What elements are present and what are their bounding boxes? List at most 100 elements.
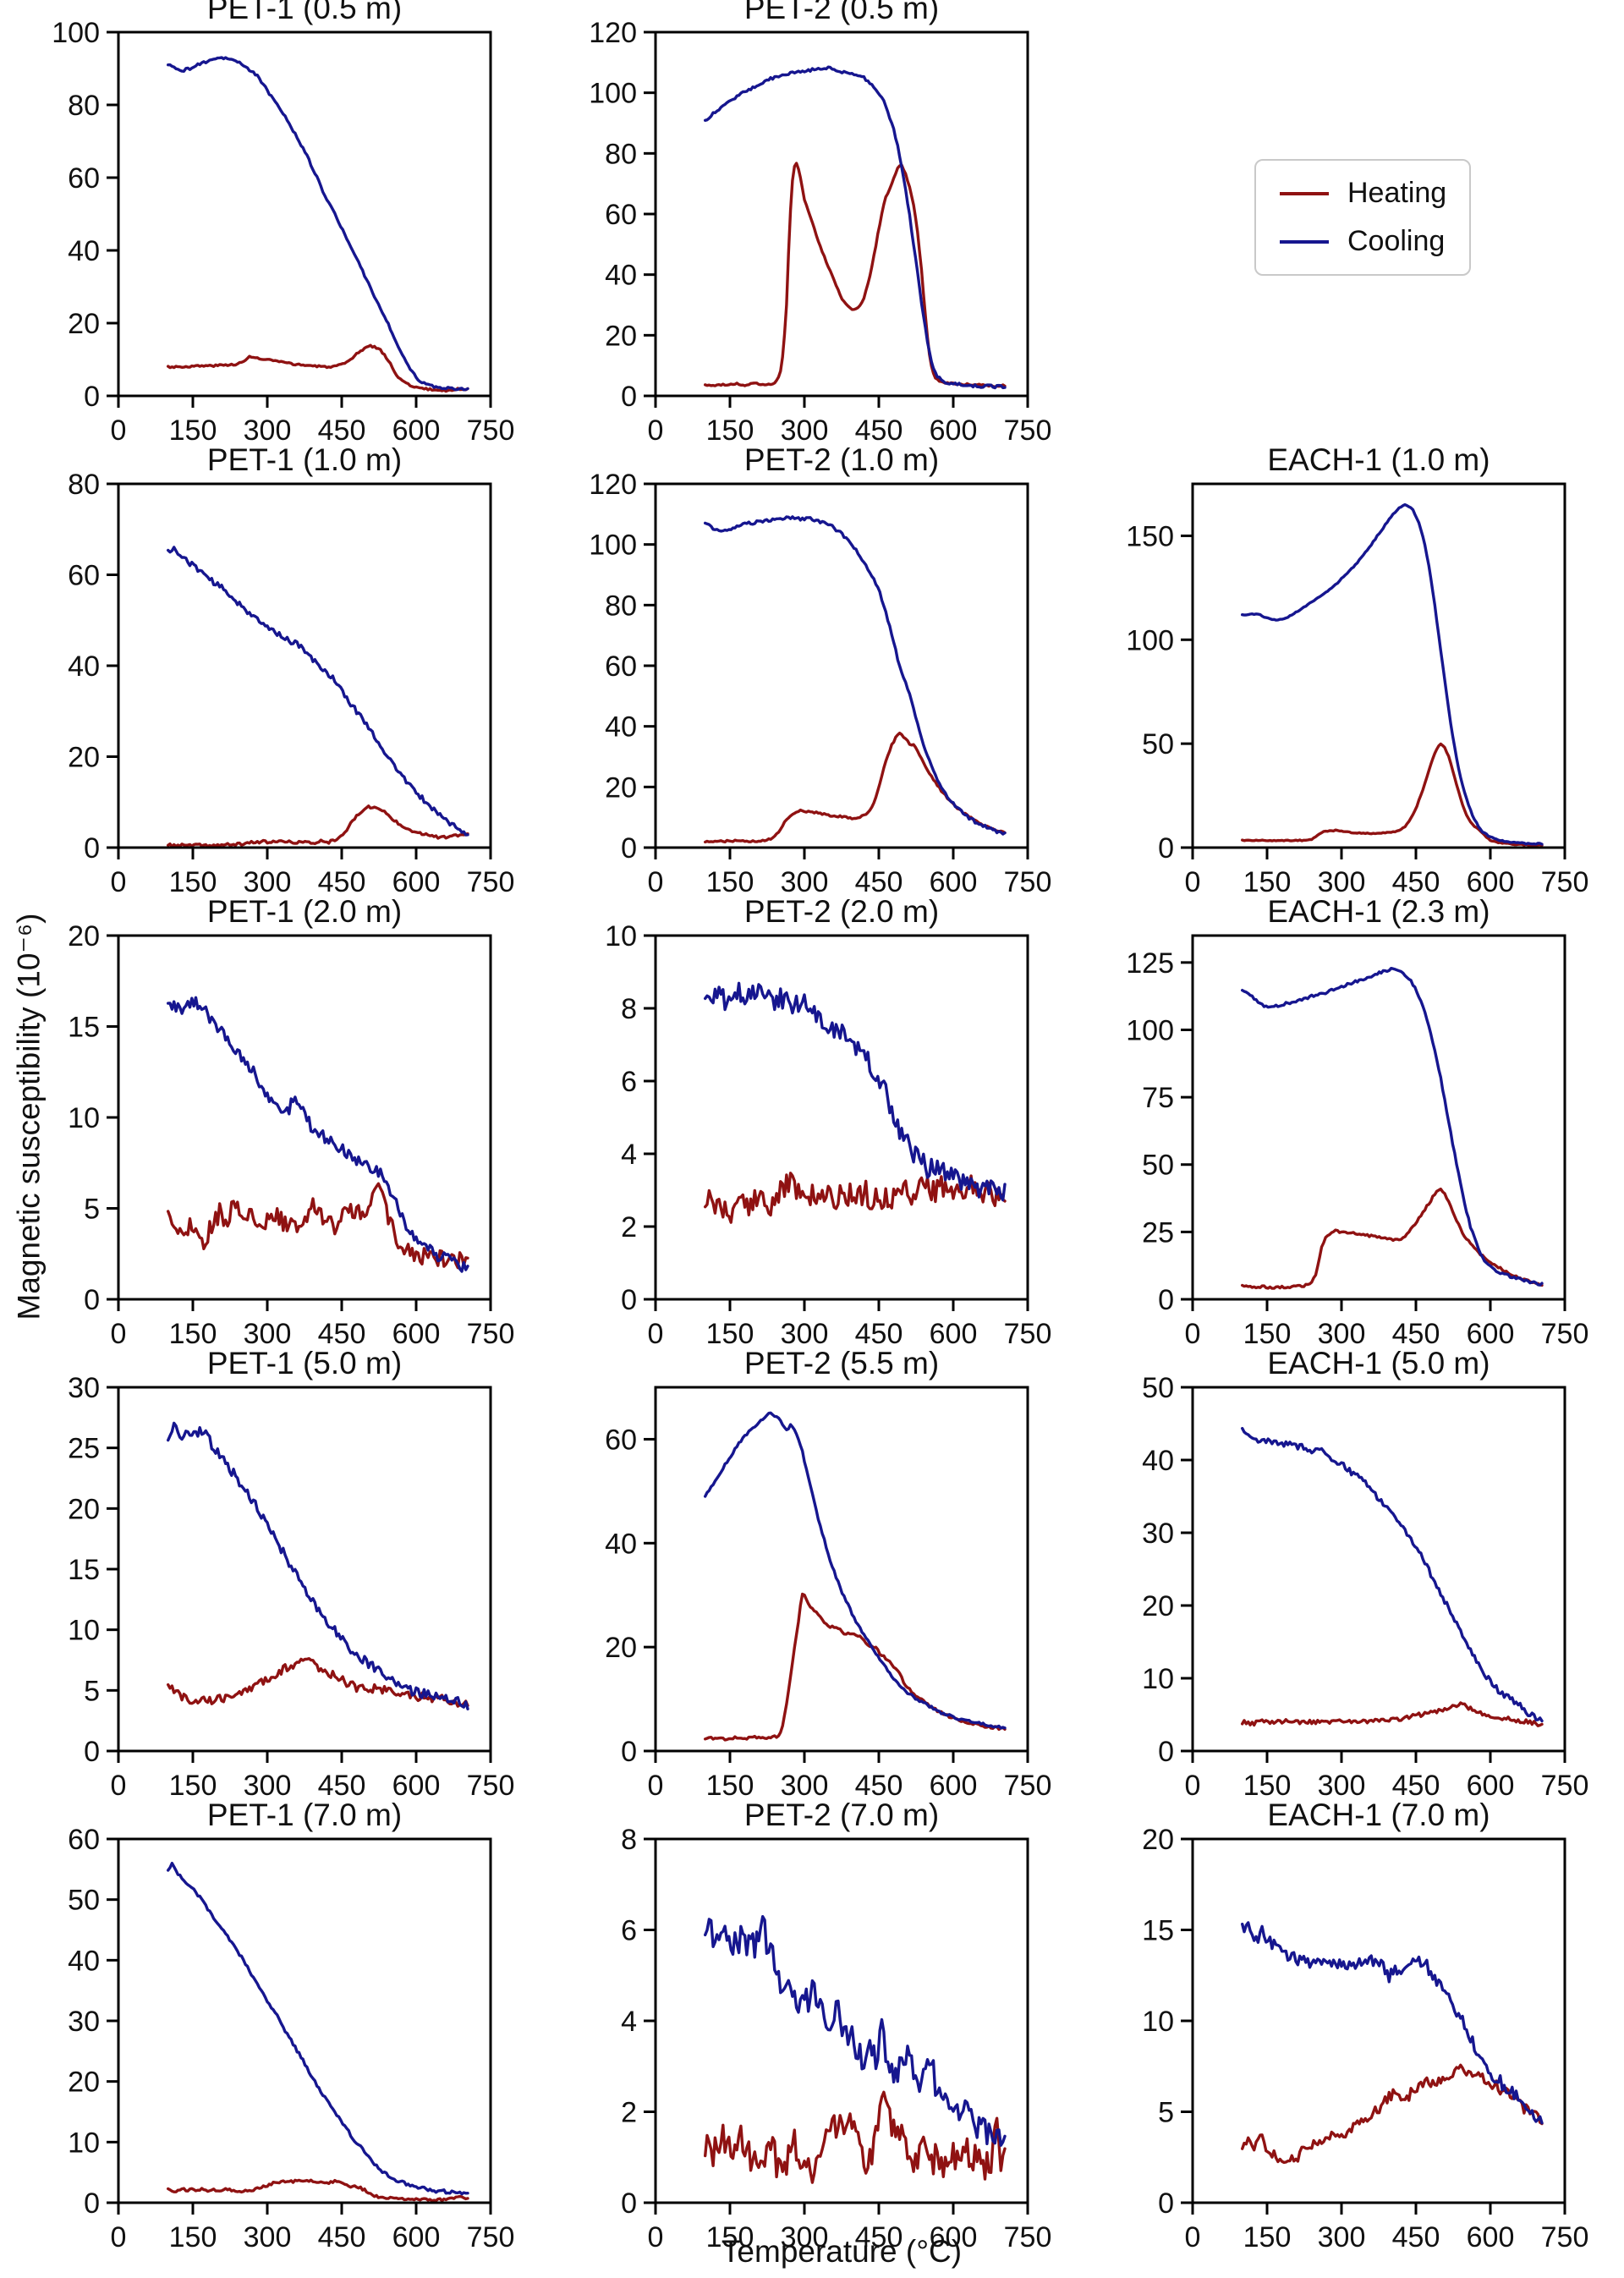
y-tick-label: 20 — [605, 771, 637, 804]
y-tick-label: 150 — [1126, 520, 1174, 552]
subplot-title: EACH-1 (1.0 m) — [1267, 442, 1490, 477]
x-tick-label: 750 — [467, 866, 515, 898]
x-tick-label: 600 — [1467, 2221, 1515, 2253]
axes-box — [654, 30, 1029, 398]
x-tick-label: 0 — [648, 2221, 664, 2253]
axes-box — [117, 1837, 492, 2204]
subplot-title: PET-2 (2.0 m) — [744, 894, 939, 929]
x-tick-label: 0 — [648, 866, 664, 898]
y-tick-label: 0 — [621, 832, 637, 865]
x-tick-label: 150 — [706, 414, 754, 447]
x-tick-label: 150 — [1243, 1770, 1292, 1802]
y-tick-label: 75 — [1142, 1082, 1174, 1114]
subplot-pet-1-7-0-m: PET-1 (7.0 m) 0 150 300 450 600 750 0 10 20 30 40 50… — [68, 1798, 514, 2253]
x-tick-label: 750 — [467, 2221, 515, 2253]
x-tick-label: 300 — [1318, 866, 1366, 898]
x-tick-label: 150 — [706, 1318, 754, 1350]
y-tick-label: 80 — [605, 590, 637, 622]
x-tick-label: 300 — [781, 866, 829, 898]
axes-box — [1191, 934, 1566, 1301]
y-tick-label: 5 — [84, 1675, 100, 1707]
x-tick-label: 600 — [930, 1318, 978, 1350]
y-tick-label: 40 — [68, 650, 100, 683]
y-tick-label: 4 — [621, 2006, 637, 2038]
subplot-title: PET-2 (7.0 m) — [744, 1798, 939, 1832]
axes-box — [1191, 482, 1566, 849]
cooling-curve — [704, 981, 1007, 1202]
subplot-pet-1-0-5-m: PET-1 (0.5 m) 0 150 300 450 600 750 0 20 40 60 80 10… — [52, 0, 514, 447]
y-tick-label: 10 — [68, 1615, 100, 1647]
y-tick-label: 40 — [605, 1528, 637, 1560]
y-tick-label: 20 — [68, 920, 100, 952]
axes-box — [117, 934, 492, 1301]
x-tick-label: 600 — [930, 2221, 978, 2253]
heating-curve — [1241, 742, 1544, 848]
x-tick-label: 750 — [1004, 1318, 1052, 1350]
subplot-title: EACH-1 (5.0 m) — [1267, 1346, 1490, 1381]
y-tick-label: 20 — [68, 1493, 100, 1525]
y-tick-label: 20 — [68, 742, 100, 774]
y-tick-label: 50 — [1142, 1150, 1174, 1182]
x-tick-label: 450 — [318, 2221, 366, 2253]
y-tick-label: 80 — [68, 90, 100, 122]
y-tick-label: 60 — [68, 1824, 100, 1856]
subplot-pet-2-2-0-m: PET-2 (2.0 m) 0 150 300 450 600 750 0 2 4 6 8 10 — [605, 894, 1051, 1350]
x-tick-label: 450 — [1392, 1770, 1440, 1802]
y-tick-label: 100 — [52, 17, 100, 49]
x-tick-label: 450 — [1392, 2221, 1440, 2253]
x-tick-label: 300 — [781, 1770, 829, 1802]
cooling-line-swatch — [1280, 239, 1329, 244]
y-tick-label: 20 — [605, 320, 637, 352]
x-tick-label: 300 — [244, 2221, 292, 2253]
x-tick-label: 600 — [392, 1318, 441, 1350]
x-tick-label: 450 — [855, 2221, 903, 2253]
y-tick-label: 2 — [621, 1211, 637, 1243]
subplot-pet-2-5-5-m: PET-2 (5.5 m) 0 150 300 450 600 750 0 20 40 60 — [605, 1346, 1051, 1802]
y-tick-label: 20 — [1142, 1824, 1174, 1856]
x-tick-label: 0 — [1185, 1770, 1201, 1802]
x-tick-label: 0 — [1185, 866, 1201, 898]
y-tick-label: 0 — [621, 1284, 637, 1316]
y-tick-label: 20 — [68, 308, 100, 340]
heating-curve — [167, 804, 469, 848]
y-tick-label: 10 — [605, 920, 637, 952]
x-tick-label: 0 — [648, 414, 664, 447]
x-tick-label: 300 — [781, 2221, 829, 2253]
legend-entry-cooling: Cooling — [1280, 225, 1469, 258]
x-tick-label: 300 — [244, 866, 292, 898]
cooling-curve — [704, 515, 1007, 836]
cooling-curve — [167, 546, 469, 837]
x-tick-label: 450 — [1392, 866, 1440, 898]
y-tick-label: 120 — [589, 469, 637, 501]
x-tick-label: 150 — [1243, 866, 1292, 898]
legend-label-cooling: Cooling — [1347, 225, 1446, 257]
heating-line-swatch — [1280, 191, 1329, 195]
subplot-title: PET-2 (5.5 m) — [744, 1346, 939, 1381]
y-tick-label: 0 — [84, 2187, 100, 2220]
x-tick-label: 750 — [1541, 1770, 1589, 1802]
x-tick-label: 600 — [930, 866, 978, 898]
y-tick-label: 6 — [621, 1915, 637, 1947]
x-tick-label: 750 — [467, 1318, 515, 1350]
x-tick-label: 600 — [392, 414, 441, 447]
y-tick-label: 10 — [1142, 1663, 1174, 1695]
subplot-title: PET-1 (2.0 m) — [207, 894, 402, 929]
y-tick-label: 50 — [68, 1885, 100, 1917]
subplot-title: PET-1 (5.0 m) — [207, 1346, 402, 1381]
subplot-pet-1-1-0-m: PET-1 (1.0 m) 0 150 300 450 600 750 0 20 40 60 80 — [68, 442, 514, 898]
subplot-title: PET-2 (1.0 m) — [744, 442, 939, 477]
x-tick-label: 150 — [1243, 1318, 1292, 1350]
y-tick-label: 40 — [68, 235, 100, 267]
x-tick-label: 300 — [781, 414, 829, 447]
subplot-title: PET-1 (1.0 m) — [207, 442, 402, 477]
subplot-each-1-2-3-m: EACH-1 (2.3 m) 0 150 300 450 600 750 0 25 50 75 100… — [1126, 894, 1588, 1350]
y-tick-label: 100 — [1126, 624, 1174, 656]
heating-curve — [1241, 1701, 1544, 1727]
y-tick-label: 30 — [68, 2006, 100, 2038]
y-tick-label: 60 — [605, 199, 637, 231]
heating-curve — [167, 343, 469, 393]
heating-curve — [704, 731, 1007, 844]
y-tick-label: 15 — [68, 1012, 100, 1044]
y-tick-label: 50 — [1142, 1372, 1174, 1404]
